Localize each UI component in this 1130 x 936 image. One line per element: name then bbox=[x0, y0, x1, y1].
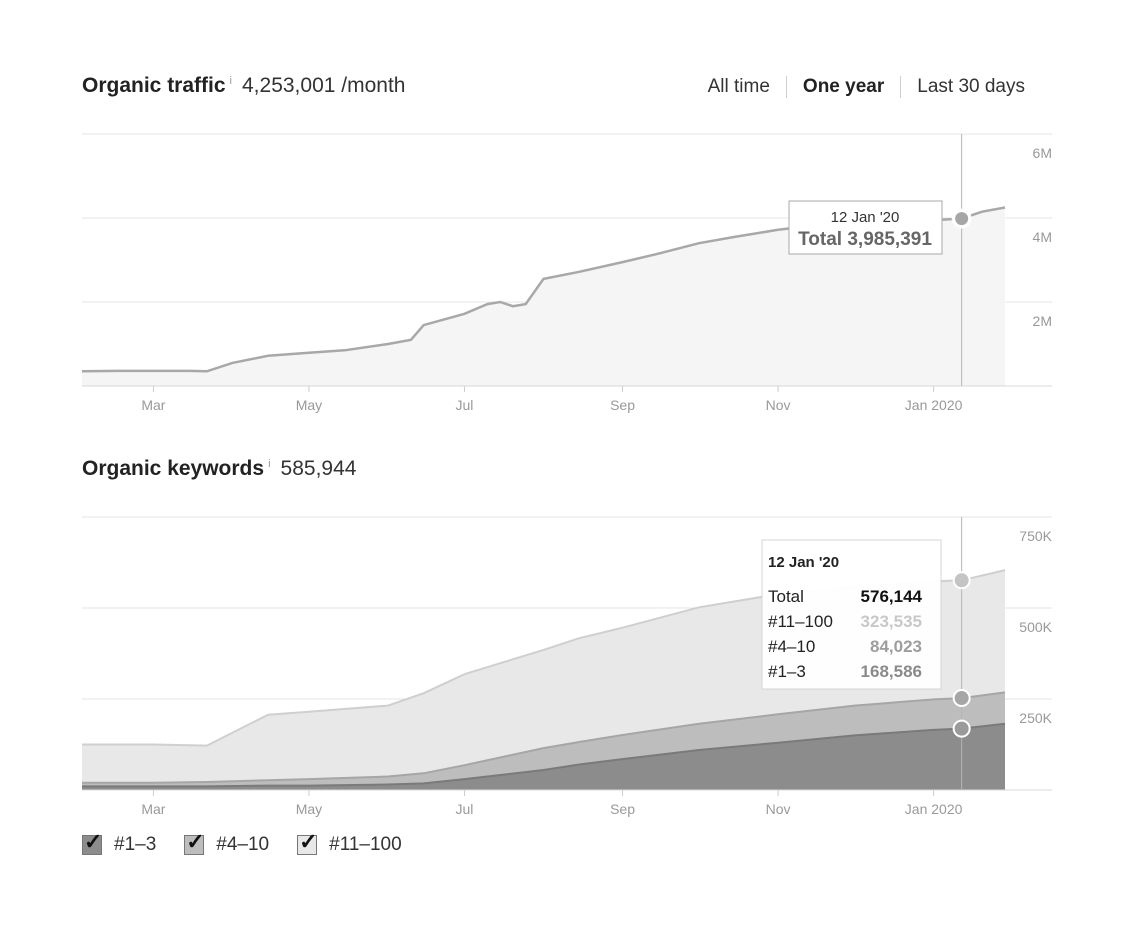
date-range-selector: All time One year Last 30 days bbox=[692, 76, 1025, 98]
tooltip-row-label: #4–10 bbox=[768, 637, 815, 656]
y-tick-label: 4M bbox=[1033, 229, 1052, 245]
tooltip-date: 12 Jan '20 bbox=[768, 554, 839, 571]
x-tick-label: Sep bbox=[610, 801, 635, 817]
legend-checkbox-11-100[interactable]: ✓ bbox=[297, 829, 318, 855]
hover-point bbox=[952, 719, 971, 738]
check-icon: ✓ bbox=[84, 829, 103, 854]
tooltip-row-value: 576,144 bbox=[861, 587, 923, 606]
y-tick-label: 750K bbox=[1019, 528, 1052, 544]
tooltip-box bbox=[761, 539, 942, 690]
x-tick-label: Mar bbox=[141, 801, 165, 817]
x-tick-label: Mar bbox=[141, 397, 165, 413]
x-tick-label: May bbox=[296, 397, 322, 413]
traffic-area bbox=[82, 207, 1005, 386]
keywords-legend: ✓ #1–3 ✓ #4–10 ✓ #11–100 bbox=[82, 829, 430, 856]
hover-point bbox=[952, 571, 971, 590]
y-tick-label: 250K bbox=[1019, 710, 1052, 726]
x-tick-label: Sep bbox=[610, 397, 635, 413]
area--1-3 bbox=[82, 723, 1005, 790]
legend-checkbox-4-10[interactable]: ✓ bbox=[184, 829, 205, 855]
tooltip-row-value: 168,586 bbox=[861, 662, 922, 681]
tooltip-row-label: Total bbox=[768, 587, 804, 606]
hover-point bbox=[953, 210, 971, 228]
legend-label: #4–10 bbox=[216, 834, 270, 855]
tooltip-row-value: 84,023 bbox=[870, 637, 922, 656]
range-last-30-days[interactable]: Last 30 days bbox=[917, 76, 1025, 97]
x-tick-label: Nov bbox=[766, 397, 791, 413]
x-tick-label: Jan 2020 bbox=[905, 801, 963, 817]
traffic-value: 4,253,001 /month bbox=[242, 74, 406, 97]
area-line--4-10 bbox=[82, 691, 1006, 784]
keywords-title: Organic keywords bbox=[82, 457, 265, 480]
range-divider bbox=[900, 76, 902, 98]
x-tick-label: May bbox=[296, 801, 322, 817]
keywords-tooltip: 12 Jan '20 Total 576,144 #11–100 323,535 #4–1… bbox=[761, 539, 942, 690]
x-tick-label: Jul bbox=[456, 801, 474, 817]
range-all-time[interactable]: All time bbox=[707, 76, 770, 97]
y-tick-label: 2M bbox=[1033, 313, 1052, 329]
x-tick-label: Nov bbox=[766, 801, 791, 817]
legend-checkbox-1-3[interactable]: ✓ bbox=[82, 829, 102, 855]
legend-label: #11–100 bbox=[329, 834, 402, 855]
range-one-year[interactable]: One year bbox=[802, 76, 885, 97]
x-tick-label: Jan 2020 bbox=[905, 397, 963, 413]
traffic-header: Organic traffic i 4,253,001 /month bbox=[82, 74, 405, 98]
traffic-info-icon[interactable]: i bbox=[229, 75, 232, 87]
keywords-chart[interactable]: 250K 500K 750K Mar May Jul Sep Nov Jan 2020 12 Ja… bbox=[0, 420, 1130, 820]
tooltip-date: 12 Jan '20 bbox=[831, 209, 900, 226]
check-icon: ✓ bbox=[186, 829, 205, 854]
legend-label: #1–3 bbox=[114, 834, 157, 855]
tooltip-box bbox=[788, 200, 943, 255]
hover-point bbox=[952, 689, 971, 708]
y-tick-label: 500K bbox=[1019, 619, 1052, 635]
tooltip-row-label: #11–100 bbox=[768, 612, 833, 631]
traffic-title: Organic traffic bbox=[82, 74, 226, 97]
legend-item-11-100[interactable]: ✓ #11–100 bbox=[297, 829, 402, 856]
keywords-info-icon[interactable]: i bbox=[268, 458, 271, 470]
legend-item-4-10[interactable]: ✓ #4–10 bbox=[184, 829, 270, 856]
tooltip-row-label: #1–3 bbox=[768, 662, 806, 681]
traffic-tooltip: 12 Jan '20 Total 3,985,391 bbox=[788, 200, 943, 255]
y-tick-label: 6M bbox=[1033, 145, 1052, 161]
range-divider bbox=[785, 76, 787, 98]
traffic-chart[interactable]: 2M 4M 6M Mar May Jul Sep Nov Jan 2020 12 Jan '20 T… bbox=[0, 0, 1130, 420]
area-line--1-3 bbox=[82, 722, 1006, 788]
tooltip-total: Total 3,985,391 bbox=[798, 229, 932, 250]
tooltip-row-value: 323,535 bbox=[861, 612, 922, 631]
legend-item-1-3[interactable]: ✓ #1–3 bbox=[82, 829, 157, 856]
x-tick-label: Jul bbox=[456, 397, 474, 413]
keywords-value: 585,944 bbox=[280, 457, 357, 480]
check-icon: ✓ bbox=[299, 829, 318, 854]
keywords-header: Organic keywords i 585,944 bbox=[82, 457, 356, 481]
